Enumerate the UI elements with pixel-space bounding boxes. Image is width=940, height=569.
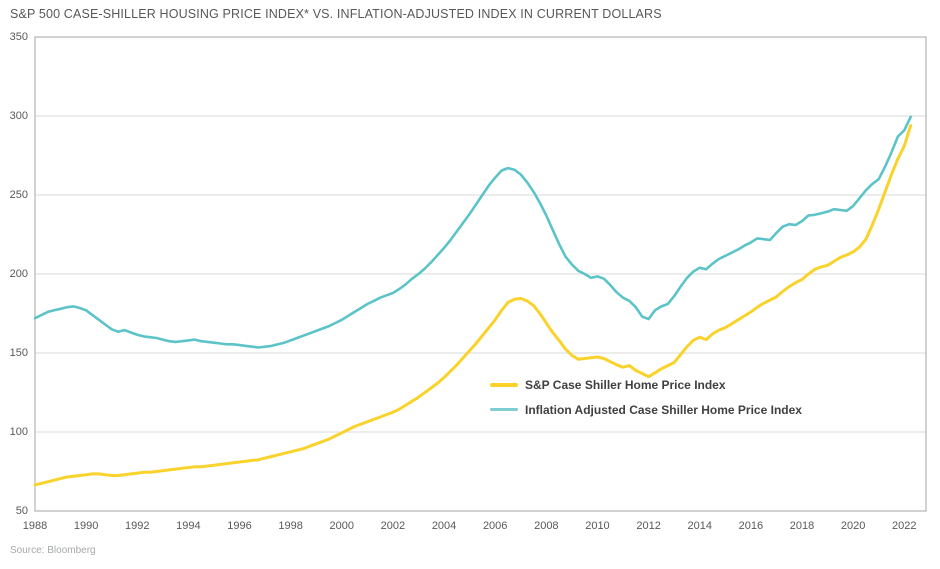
x-tick-label: 2008 bbox=[534, 520, 559, 532]
y-tick-label: 50 bbox=[15, 504, 28, 517]
x-tick-label: 2010 bbox=[585, 520, 610, 532]
x-tick-label: 2012 bbox=[636, 520, 661, 532]
x-tick-label: 2014 bbox=[687, 520, 712, 532]
x-tick-label: 1990 bbox=[73, 520, 99, 532]
x-tick-label: 2016 bbox=[738, 520, 764, 532]
legend-swatch bbox=[490, 382, 518, 387]
x-tick-label: 2004 bbox=[431, 520, 457, 532]
x-tick-label: 2020 bbox=[840, 520, 866, 532]
legend-item: S&P Case Shiller Home Price Index bbox=[490, 372, 802, 397]
x-tick-label: 1996 bbox=[227, 520, 252, 532]
legend-swatch bbox=[490, 408, 518, 411]
x-tick-label: 2022 bbox=[892, 520, 917, 532]
x-tick-label: 2000 bbox=[329, 520, 355, 532]
x-tick-label: 1988 bbox=[22, 520, 48, 532]
chart-title: S&P 500 CASE-SHILLER HOUSING PRICE INDEX… bbox=[10, 7, 662, 21]
legend-item: Inflation Adjusted Case Shiller Home Pri… bbox=[490, 397, 802, 422]
x-tick-label: 2002 bbox=[380, 520, 406, 532]
y-tick-label: 200 bbox=[9, 267, 28, 280]
x-tick-label: 1998 bbox=[278, 520, 303, 532]
x-tick-label: 1994 bbox=[176, 520, 201, 532]
source-credit: Source: Bloomberg bbox=[10, 545, 96, 556]
y-tick-label: 300 bbox=[9, 109, 28, 122]
x-tick-label: 2006 bbox=[482, 520, 508, 532]
legend-label: S&P Case Shiller Home Price Index bbox=[525, 377, 726, 392]
series-line-inflation-adjusted bbox=[33, 115, 913, 349]
legend-label: Inflation Adjusted Case Shiller Home Pri… bbox=[525, 402, 802, 417]
y-tick-label: 250 bbox=[9, 188, 28, 201]
x-tick-label: 1992 bbox=[125, 520, 150, 532]
y-tick-label: 150 bbox=[9, 346, 28, 359]
y-tick-label: 100 bbox=[9, 425, 28, 438]
series-line-nominal bbox=[33, 124, 913, 487]
legend: S&P Case Shiller Home Price Index Inflati… bbox=[490, 372, 802, 422]
x-tick-label: 2018 bbox=[789, 520, 815, 532]
y-tick-label: 350 bbox=[9, 30, 28, 43]
plot-border bbox=[34, 36, 927, 512]
